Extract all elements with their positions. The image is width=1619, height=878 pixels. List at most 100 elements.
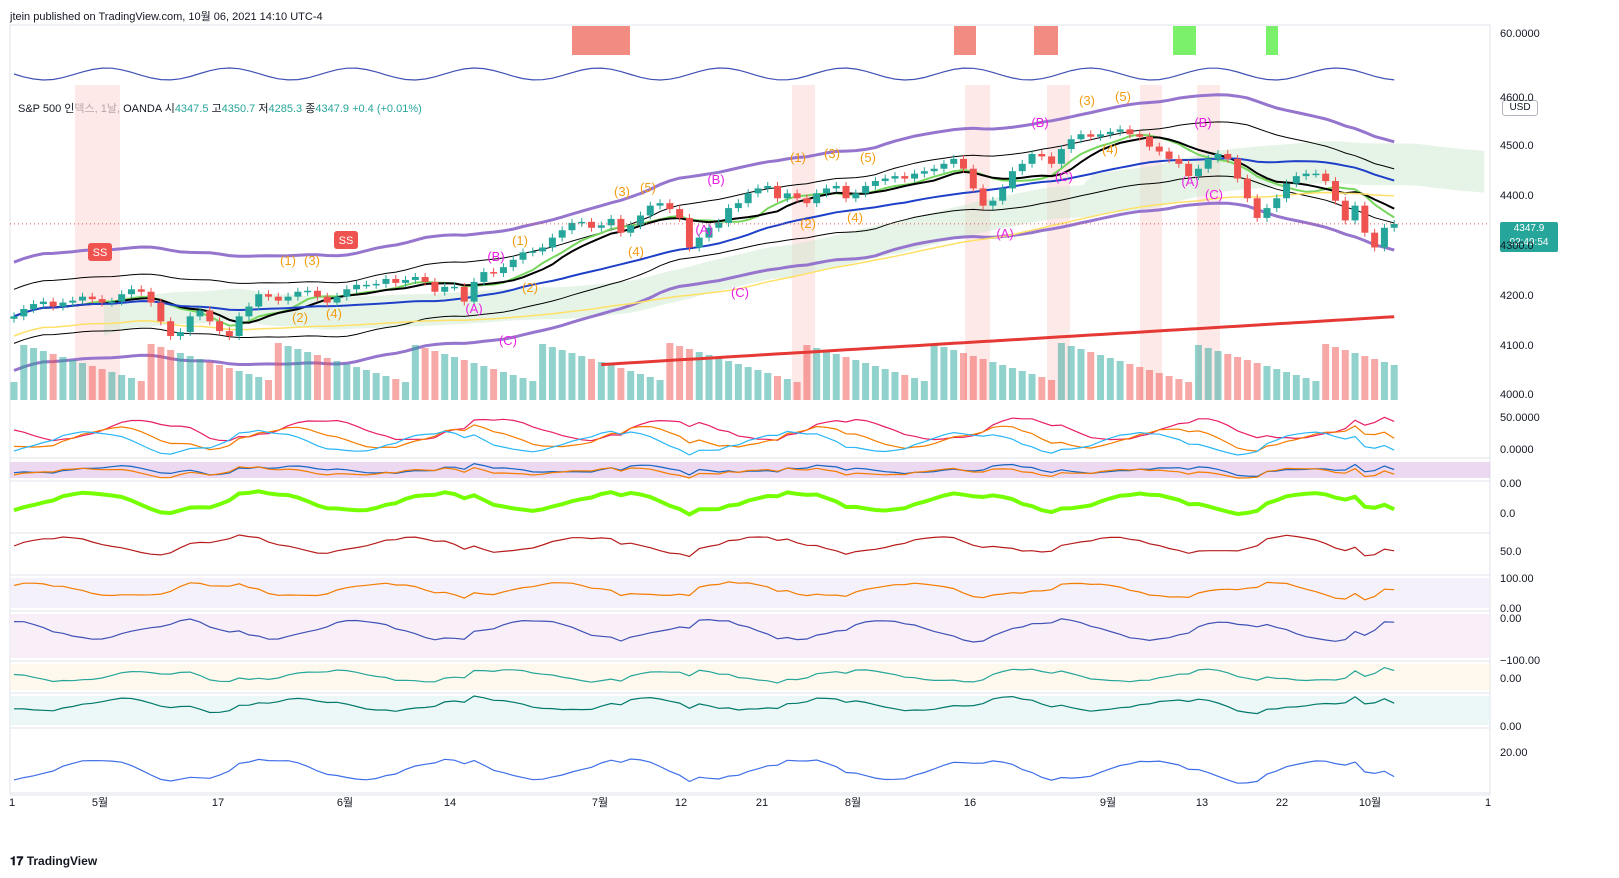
volume-bar xyxy=(558,350,566,400)
volume-bar xyxy=(255,377,263,400)
candle-body xyxy=(176,332,184,337)
candle-body xyxy=(362,284,370,287)
indicator-axis-tick: 50.0 xyxy=(1500,546,1521,558)
volume-bar xyxy=(871,366,879,400)
candle-body xyxy=(1273,198,1281,209)
wave-label: (2) xyxy=(292,310,308,325)
time-axis-tick: 5월 xyxy=(92,796,108,809)
tradingview-brand-icon: 𝟏𝟕 xyxy=(10,854,27,868)
volume-bar xyxy=(568,353,576,400)
indicator-axis-tick: 0.00 xyxy=(1500,721,1521,733)
candle-body xyxy=(490,272,498,274)
candle-body xyxy=(617,218,625,233)
ss-signal-label: SS xyxy=(93,247,108,259)
symbol-legend: S&P 500 인덱스, 1날, OANDA 시4347.5 고4350.7 저… xyxy=(18,100,422,116)
high-label: 고 xyxy=(211,103,222,115)
candle-body xyxy=(862,185,870,194)
volume-bar xyxy=(1253,363,1261,400)
volume-bar xyxy=(676,346,684,400)
volume-bar xyxy=(265,380,273,400)
indicator-axis-tick: 0.0000 xyxy=(1500,444,1534,456)
wave-label: (5) xyxy=(640,180,656,195)
bollinger-upper xyxy=(13,93,1395,264)
candle-body xyxy=(1116,129,1124,132)
volume-bar xyxy=(49,354,57,400)
candle-body xyxy=(842,185,850,199)
volume-bar xyxy=(920,381,928,400)
indicator-axis-tick: 0.0 xyxy=(1500,508,1515,520)
ss-signal-box xyxy=(88,243,112,261)
volume-bar xyxy=(1263,366,1271,400)
candle-body xyxy=(588,221,596,228)
candle-body xyxy=(1214,153,1222,159)
volume-bar xyxy=(421,348,429,400)
candle-body xyxy=(1224,153,1232,159)
candle-body xyxy=(950,158,958,164)
candle-body xyxy=(196,310,204,317)
candle-body xyxy=(1243,178,1251,199)
indicator-axis-tick: 0.00 xyxy=(1500,603,1521,615)
tradingview-brand-text: TradingView xyxy=(26,854,98,868)
candle-body xyxy=(656,203,664,206)
volume-bar xyxy=(167,350,175,400)
change-value: +0.4 (+0.01%) xyxy=(352,103,422,115)
candle-body xyxy=(822,188,830,194)
volume-bar xyxy=(793,382,801,400)
candle-body xyxy=(568,222,576,231)
wave-label: (4) xyxy=(847,210,863,225)
volume-bar xyxy=(333,361,341,400)
candle-body xyxy=(157,302,165,322)
volume-bar xyxy=(490,369,498,400)
candle-body xyxy=(1283,183,1291,199)
top-signal-box xyxy=(572,26,630,55)
volume-bar xyxy=(901,375,909,400)
price-axis-tick: 60.0000 xyxy=(1500,28,1540,40)
time-axis-tick: 9월 xyxy=(1100,796,1116,809)
currency-badge[interactable]: USD xyxy=(1502,100,1538,116)
candle-body xyxy=(245,306,253,317)
volume-bar xyxy=(1106,358,1114,400)
candle-body xyxy=(705,227,713,238)
volume-bar xyxy=(1292,375,1300,400)
candle-body xyxy=(265,294,273,297)
volume-bar xyxy=(59,357,67,400)
wave-label: (B) xyxy=(1194,115,1211,130)
volume-bar xyxy=(578,356,586,400)
candle-body xyxy=(323,296,331,303)
open-value: 4347.5 xyxy=(174,103,209,115)
sma-yellow-line xyxy=(13,191,1395,337)
candle-body xyxy=(646,205,654,216)
volume-bar xyxy=(744,367,752,400)
price-axis-tick: 4400.0 xyxy=(1500,190,1534,202)
volume-bar xyxy=(705,355,713,400)
candle-body xyxy=(891,176,899,179)
signal-band xyxy=(792,85,815,400)
wave-label: (A) xyxy=(465,301,482,316)
candle-body xyxy=(284,296,292,301)
volume-bar xyxy=(940,347,948,400)
candle-body xyxy=(1292,176,1300,184)
indicator-axis-tick: 0.00 xyxy=(1500,613,1521,625)
volume-bar xyxy=(108,372,116,400)
volume-bar xyxy=(529,381,537,400)
volume-bar xyxy=(98,369,106,400)
time-axis-tick: 14 xyxy=(444,797,456,809)
indicator-line xyxy=(13,462,1395,478)
wave-label: (4) xyxy=(326,306,342,321)
candle-body xyxy=(20,308,28,317)
candle-body xyxy=(1361,205,1369,233)
wave-label: (A) xyxy=(996,226,1013,241)
volume-bar xyxy=(470,363,478,400)
candle-body xyxy=(754,188,762,194)
ema-slow-line xyxy=(13,157,1395,318)
wave-label: (5) xyxy=(860,150,876,165)
signal-band xyxy=(1140,85,1162,400)
candle-body xyxy=(216,321,224,332)
wave-label: (3) xyxy=(824,146,840,161)
volume-bar xyxy=(1312,381,1320,400)
volume-bar xyxy=(176,353,184,400)
candle-body xyxy=(137,289,145,292)
volume-bar xyxy=(411,345,419,400)
indicator-line xyxy=(13,534,1395,558)
